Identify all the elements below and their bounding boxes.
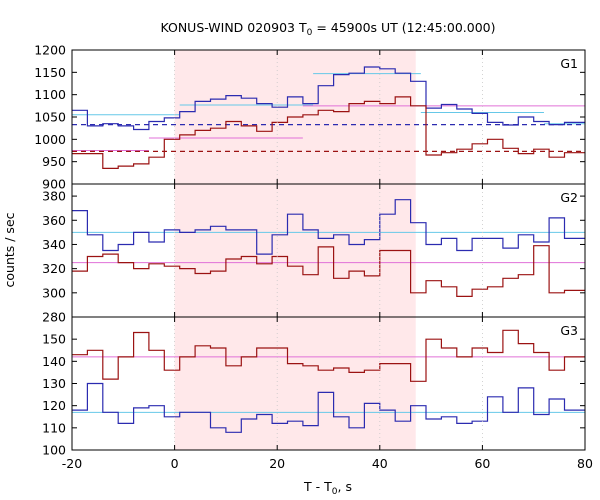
y-axis-label: counts / sec xyxy=(2,212,17,287)
g1-y-tick-label: 1000 xyxy=(34,132,66,147)
g2-y-tick-label: 380 xyxy=(42,189,66,204)
g2-y-tick-label: 280 xyxy=(42,310,66,325)
g3-series-red xyxy=(72,329,585,382)
x-tick-label: 80 xyxy=(577,456,593,471)
fit-lines-layer xyxy=(72,73,585,413)
g1-series-blue xyxy=(72,66,585,131)
g1-y-tick-label: 1100 xyxy=(34,87,66,102)
g3-y-tick-label: 100 xyxy=(42,443,66,458)
g3-y-tick-label: 120 xyxy=(42,398,66,413)
g1-series-red xyxy=(72,96,585,169)
g3-y-tick-label: 150 xyxy=(42,332,66,347)
g3-y-tick-label: 110 xyxy=(42,420,66,435)
g1-y-tick-label: 1150 xyxy=(34,65,66,80)
g3-y-tick-label: 140 xyxy=(42,354,66,369)
x-tick-label: 20 xyxy=(269,456,285,471)
g2-y-tick-label: 320 xyxy=(42,261,66,276)
x-tick-label: 40 xyxy=(372,456,388,471)
g1-panel-label: G1 xyxy=(560,56,578,71)
g1-y-tick-label: 1050 xyxy=(34,110,66,125)
g2-y-tick-label: 360 xyxy=(42,213,66,228)
chart-title: KONUS-WIND 020903 T0 = 45900s UT (12:45:… xyxy=(160,20,495,38)
g2-y-tick-label: 300 xyxy=(42,285,66,300)
data-series-layer xyxy=(72,66,585,433)
x-tick-label: 60 xyxy=(474,456,490,471)
g2-panel-label: G2 xyxy=(560,190,578,205)
g1-y-tick-label: 950 xyxy=(42,154,66,169)
axes-frame-layer xyxy=(71,49,586,451)
g1-y-tick-label: 1200 xyxy=(34,43,66,58)
g3-series-blue xyxy=(72,382,585,433)
tick-labels-layer: G190095010001050110011501200G22803003203… xyxy=(34,43,593,472)
x-axis-label: T - T0, s xyxy=(303,479,352,497)
g2-series-red xyxy=(72,245,585,297)
g3-panel-label: G3 xyxy=(560,323,578,338)
g1-y-tick-label: 900 xyxy=(42,177,66,192)
g2-series-blue xyxy=(72,199,585,255)
x-tick-label: 0 xyxy=(171,456,179,471)
g3-y-tick-label: 130 xyxy=(42,376,66,391)
x-tick-label: -20 xyxy=(62,456,82,471)
g2-y-tick-label: 340 xyxy=(42,237,66,252)
